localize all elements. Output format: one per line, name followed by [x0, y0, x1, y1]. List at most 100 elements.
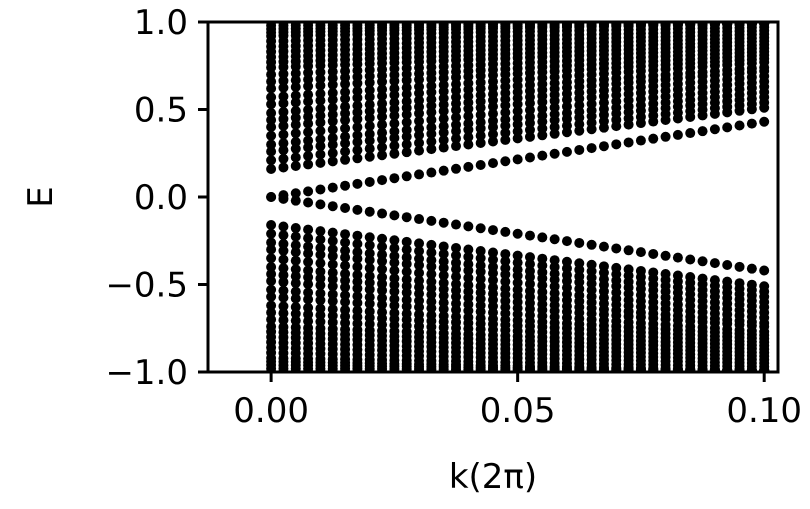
bulk_lower-point [266, 237, 277, 248]
bulk_upper-point [414, 123, 425, 134]
band-point [611, 139, 622, 150]
band-point [290, 195, 301, 206]
band-point [598, 241, 609, 252]
bulk_lower-point [463, 272, 474, 283]
bulk_lower-point [266, 228, 277, 239]
band-point [746, 263, 757, 274]
bulk_lower-point [290, 223, 301, 234]
band-point [697, 256, 708, 267]
band-point [537, 232, 548, 243]
bulk_lower-point [524, 259, 535, 270]
bulk_lower-point [327, 259, 338, 270]
bulk_upper-point [303, 118, 314, 129]
bulk_upper-point [266, 155, 277, 166]
bulk_upper-point [611, 22, 622, 29]
bulk_lower-point [414, 238, 425, 249]
bulk_upper-point [463, 139, 474, 150]
bulk_lower-point [303, 272, 314, 283]
band-point [660, 250, 671, 261]
bulk_upper-point [340, 101, 351, 112]
bulk_lower-point [623, 365, 634, 372]
bulk_lower-point [266, 262, 277, 272]
bulk_upper-point [340, 123, 351, 134]
bulk_upper-point [266, 108, 277, 118]
bulk_lower-point [463, 251, 474, 262]
bulk_upper-point [426, 80, 437, 91]
band-point [340, 180, 351, 191]
bulk_upper-point [352, 86, 363, 97]
bulk_lower-point [290, 264, 301, 275]
bulk_lower-point [290, 240, 301, 251]
bulk_lower-point [512, 270, 523, 281]
bulk_upper-point [327, 148, 338, 159]
bulk_upper-point [451, 141, 462, 152]
bulk_lower-point [327, 235, 338, 246]
bulk_lower-point [340, 282, 351, 293]
bulk_lower-point [438, 248, 449, 259]
band-point [586, 143, 597, 154]
band-point [746, 118, 757, 129]
bulk_lower-point [352, 253, 363, 264]
band-point [549, 148, 560, 159]
bulk_lower-point [290, 271, 301, 282]
bulk_upper-point [352, 145, 363, 156]
bulk_upper-point [475, 137, 486, 148]
bulk_lower-point [512, 257, 523, 268]
scatter-points [266, 22, 770, 372]
bulk_upper-point [315, 103, 326, 114]
bulk_lower-point [574, 365, 585, 372]
bulk_upper-point [266, 69, 277, 80]
band-point [327, 201, 338, 212]
band-point [463, 161, 474, 172]
bulk_upper-point [364, 151, 375, 162]
band-point [500, 156, 511, 167]
bulk_upper-point [290, 119, 301, 130]
bulk_upper-point [377, 142, 388, 153]
bulk_lower-point [278, 238, 289, 249]
bulk_lower-point [266, 253, 277, 264]
band-point [759, 265, 770, 276]
bulk_lower-point [303, 241, 314, 252]
band-point [598, 141, 609, 152]
band-point [623, 137, 634, 148]
band-point [709, 258, 720, 269]
bulk_lower-point [722, 365, 733, 372]
bulk_upper-point [290, 160, 301, 171]
bulk_lower-point [759, 365, 770, 372]
bulk_lower-point [303, 248, 314, 259]
bulk_upper-point [598, 22, 609, 29]
bulk_upper-point [759, 22, 770, 29]
bulk_upper-point [327, 132, 338, 143]
bulk_lower-point [524, 278, 535, 289]
bulk_upper-point [290, 152, 301, 163]
bulk_lower-point [340, 252, 351, 263]
bulk_upper-point [685, 22, 696, 29]
bulk_lower-point [512, 277, 523, 288]
band-point [537, 150, 548, 161]
bulk_upper-point [389, 97, 400, 108]
bulk_lower-point [389, 286, 400, 297]
bulk_upper-point [401, 82, 412, 93]
band-point [377, 208, 388, 219]
bulk_upper-point [278, 129, 289, 140]
bulk_upper-point [315, 125, 326, 136]
bulk_lower-point [401, 287, 412, 298]
bulk_lower-point [364, 232, 375, 243]
bulk_upper-point [266, 146, 277, 157]
bulk_lower-point [266, 244, 277, 255]
bulk_upper-point [278, 113, 289, 124]
y-tick-label: −0.5 [105, 266, 188, 306]
bulk_lower-point [500, 276, 511, 287]
bulk_lower-point [266, 307, 277, 318]
band-point [574, 237, 585, 248]
bulk_upper-point [303, 127, 314, 138]
bulk_upper-point [500, 114, 511, 125]
band-point [722, 122, 733, 133]
bulk_upper-point [414, 95, 425, 106]
bulk_upper-point [524, 111, 535, 122]
bulk_lower-point [426, 261, 437, 272]
band-point [660, 131, 671, 142]
y-axis-ticks: −1.0 −0.5 0.0 0.5 1.0 [105, 3, 208, 393]
bulk_upper-point [266, 83, 277, 94]
bulk_upper-point [512, 133, 523, 144]
